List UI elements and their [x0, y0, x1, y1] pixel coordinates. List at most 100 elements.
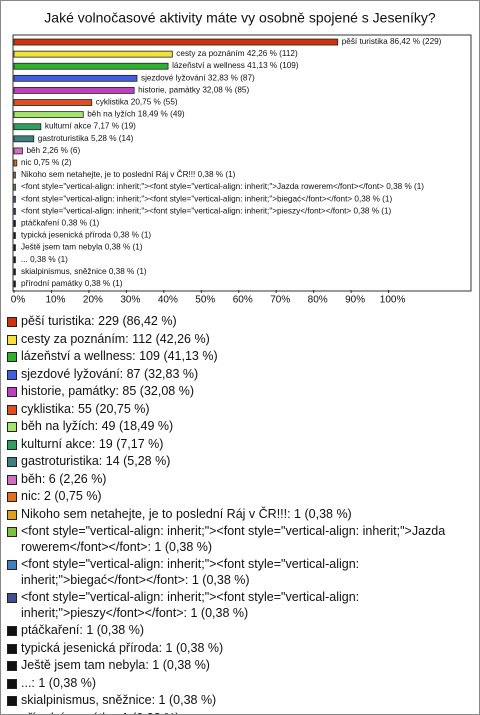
legend-label: ...: 1 (0,38 %)	[21, 675, 97, 690]
legend-swatch	[7, 678, 17, 689]
legend-item: Ještě jsem tam nebyla: 1 (0,38 %)	[7, 658, 469, 674]
category-label: kulturní akce	[45, 122, 92, 131]
legend-label: skialpinismus, sněžnice: 1 (0,38 %)	[21, 693, 217, 707]
legend-label: cyklistika: 55 (20,75 %)	[21, 401, 150, 416]
legend-label: <font style="vertical-align: inherit;"><…	[21, 590, 360, 620]
category-label: pěší turistika	[342, 37, 388, 46]
legend-swatch	[7, 696, 17, 706]
category-label: běh	[26, 146, 40, 155]
bar	[13, 123, 42, 131]
legend-item: běh na lyžích: 49 (18,49 %)	[7, 419, 469, 435]
bar-label: gastroturistika 5,28 % (14)	[38, 134, 134, 143]
bar	[13, 280, 16, 288]
x-tick-label: 100%	[380, 295, 406, 306]
legend-swatch	[7, 593, 17, 603]
category-label: ptáčkaření	[21, 219, 60, 228]
legend-item: gastroturistika: 14 (5,28 %)	[7, 454, 469, 470]
bar-label: <font style="vertical-align: inherit;"><…	[21, 194, 392, 203]
bar-label: přírodní památky 0,38 % (1)	[21, 279, 123, 288]
value-label: 5,28 % (14)	[91, 134, 134, 143]
value-label: 0,38 % (1)	[354, 207, 392, 216]
legend-swatch	[7, 352, 17, 362]
legend-swatch	[7, 661, 17, 671]
legend-label: lázeňství a wellness: 109 (41,13 %)	[21, 349, 218, 363]
bar	[13, 232, 16, 239]
value-label: 7,17 % (19)	[94, 122, 137, 131]
legend-item: sjezdové lyžování: 87 (32,83 %)	[7, 367, 469, 383]
bar-label: <font style="vertical-align: inherit;"><…	[21, 207, 392, 216]
category-label: cesty za poznáním	[176, 49, 244, 58]
value-label: 0,38 % (1)	[354, 194, 392, 203]
bar-label: Ještě jsem tam nebyla 0,38 % (1)	[21, 243, 143, 252]
category-label: <font style="vertical-align: inherit;"><…	[21, 207, 351, 216]
legend-item: <font style="vertical-align: inherit;"><…	[7, 524, 469, 555]
legend-label: typická jesenická příroda: 1 (0,38 %)	[21, 640, 224, 655]
bar-label: běh 2,26 % (6)	[26, 146, 80, 155]
x-tick-label: 50%	[195, 295, 215, 306]
bar-label: sjezdové lyžování 32,83 % (87)	[141, 74, 255, 83]
legend-item: ...: 1 (0,38 %)	[7, 676, 469, 692]
bar-label: typická jesenická příroda 0,38 % (1)	[21, 231, 151, 240]
value-label: 0,38 % (1)	[198, 170, 236, 179]
bar	[13, 244, 16, 252]
plot-frame	[12, 34, 472, 292]
x-tick-label: 70%	[270, 295, 290, 306]
bar	[13, 183, 16, 191]
legend-swatch	[7, 422, 17, 432]
bar	[13, 171, 16, 179]
legend-swatch	[7, 457, 17, 467]
category-label: typická jesenická příroda	[21, 231, 112, 240]
legend-swatch	[7, 474, 17, 485]
category-label: skialpinismus, sněžnice	[21, 267, 107, 276]
bar	[13, 99, 93, 106]
bar-label: <font style="vertical-align: inherit;"><…	[21, 182, 424, 191]
value-label: 0,38 % (1)	[85, 279, 123, 288]
value-label: 2,26 % (6)	[42, 146, 80, 155]
bar	[13, 256, 16, 264]
legend-item: lázeňství a wellness: 109 (41,13 %)	[7, 349, 469, 365]
value-label: 32,08 % (85)	[202, 86, 249, 95]
legend-label: pěší turistika: 229 (86,42 %)	[21, 314, 177, 328]
category-label: nic	[21, 158, 31, 167]
legend-item: Nikoho sem netahejte, je to poslední Ráj…	[7, 507, 469, 523]
legend-item: pěší turistika: 229 (86,42 %)	[7, 314, 469, 330]
value-label: 20,75 % (55)	[131, 98, 178, 107]
legend-label: <font style="vertical-align: inherit;"><…	[21, 524, 446, 554]
x-tick-label: 60%	[233, 295, 253, 306]
x-tick-label: 20%	[83, 295, 103, 306]
bar	[13, 74, 138, 82]
bar	[13, 220, 16, 227]
value-label: 42,26 % (112)	[247, 49, 298, 58]
x-tick-label: 30%	[120, 295, 140, 306]
legend-label: historie, památky: 85 (32,08 %)	[21, 384, 194, 398]
legend-label: kulturní akce: 19 (7,17 %)	[21, 436, 164, 451]
legend-label: Ještě jsem tam nebyla: 1 (0,38 %)	[21, 658, 210, 672]
category-label: gastroturistika	[38, 134, 89, 143]
legend-swatch	[7, 404, 17, 415]
legend-swatch	[7, 439, 17, 450]
legend-swatch	[7, 509, 17, 520]
legend-item: typická jesenická příroda: 1 (0,38 %)	[7, 641, 469, 657]
bar	[13, 147, 23, 155]
legend-item: skialpinismus, sněžnice: 1 (0,38 %)	[7, 693, 469, 709]
legend-swatch	[7, 643, 17, 654]
legend-label: ptáčkaření: 1 (0,38 %)	[21, 623, 144, 637]
bar-label: cyklistika 20,75 % (55)	[96, 98, 178, 107]
legend-swatch	[7, 334, 17, 345]
value-label: 0,38 % (1)	[62, 219, 100, 228]
bar	[13, 87, 135, 94]
category-label: lázeňství a wellness	[172, 61, 245, 70]
category-label: přírodní památky	[21, 279, 83, 288]
legend-label: cesty za poznáním: 112 (42,26 %)	[21, 331, 210, 346]
value-label: 86,42 % (229)	[390, 37, 442, 46]
chart: Jaké volnočasové aktivity máte vy osobně…	[11, 10, 472, 306]
legend-label: nic: 2 (0,75 %)	[21, 489, 102, 503]
bar	[13, 50, 173, 58]
x-tick-label: 40%	[158, 295, 178, 306]
legend-item: historie, památky: 85 (32,08 %)	[7, 384, 469, 400]
category-label: Nikoho sem netahejte, je to poslední Ráj…	[21, 169, 195, 179]
bar	[13, 62, 169, 70]
bar	[13, 268, 16, 276]
legend-swatch	[7, 492, 17, 502]
